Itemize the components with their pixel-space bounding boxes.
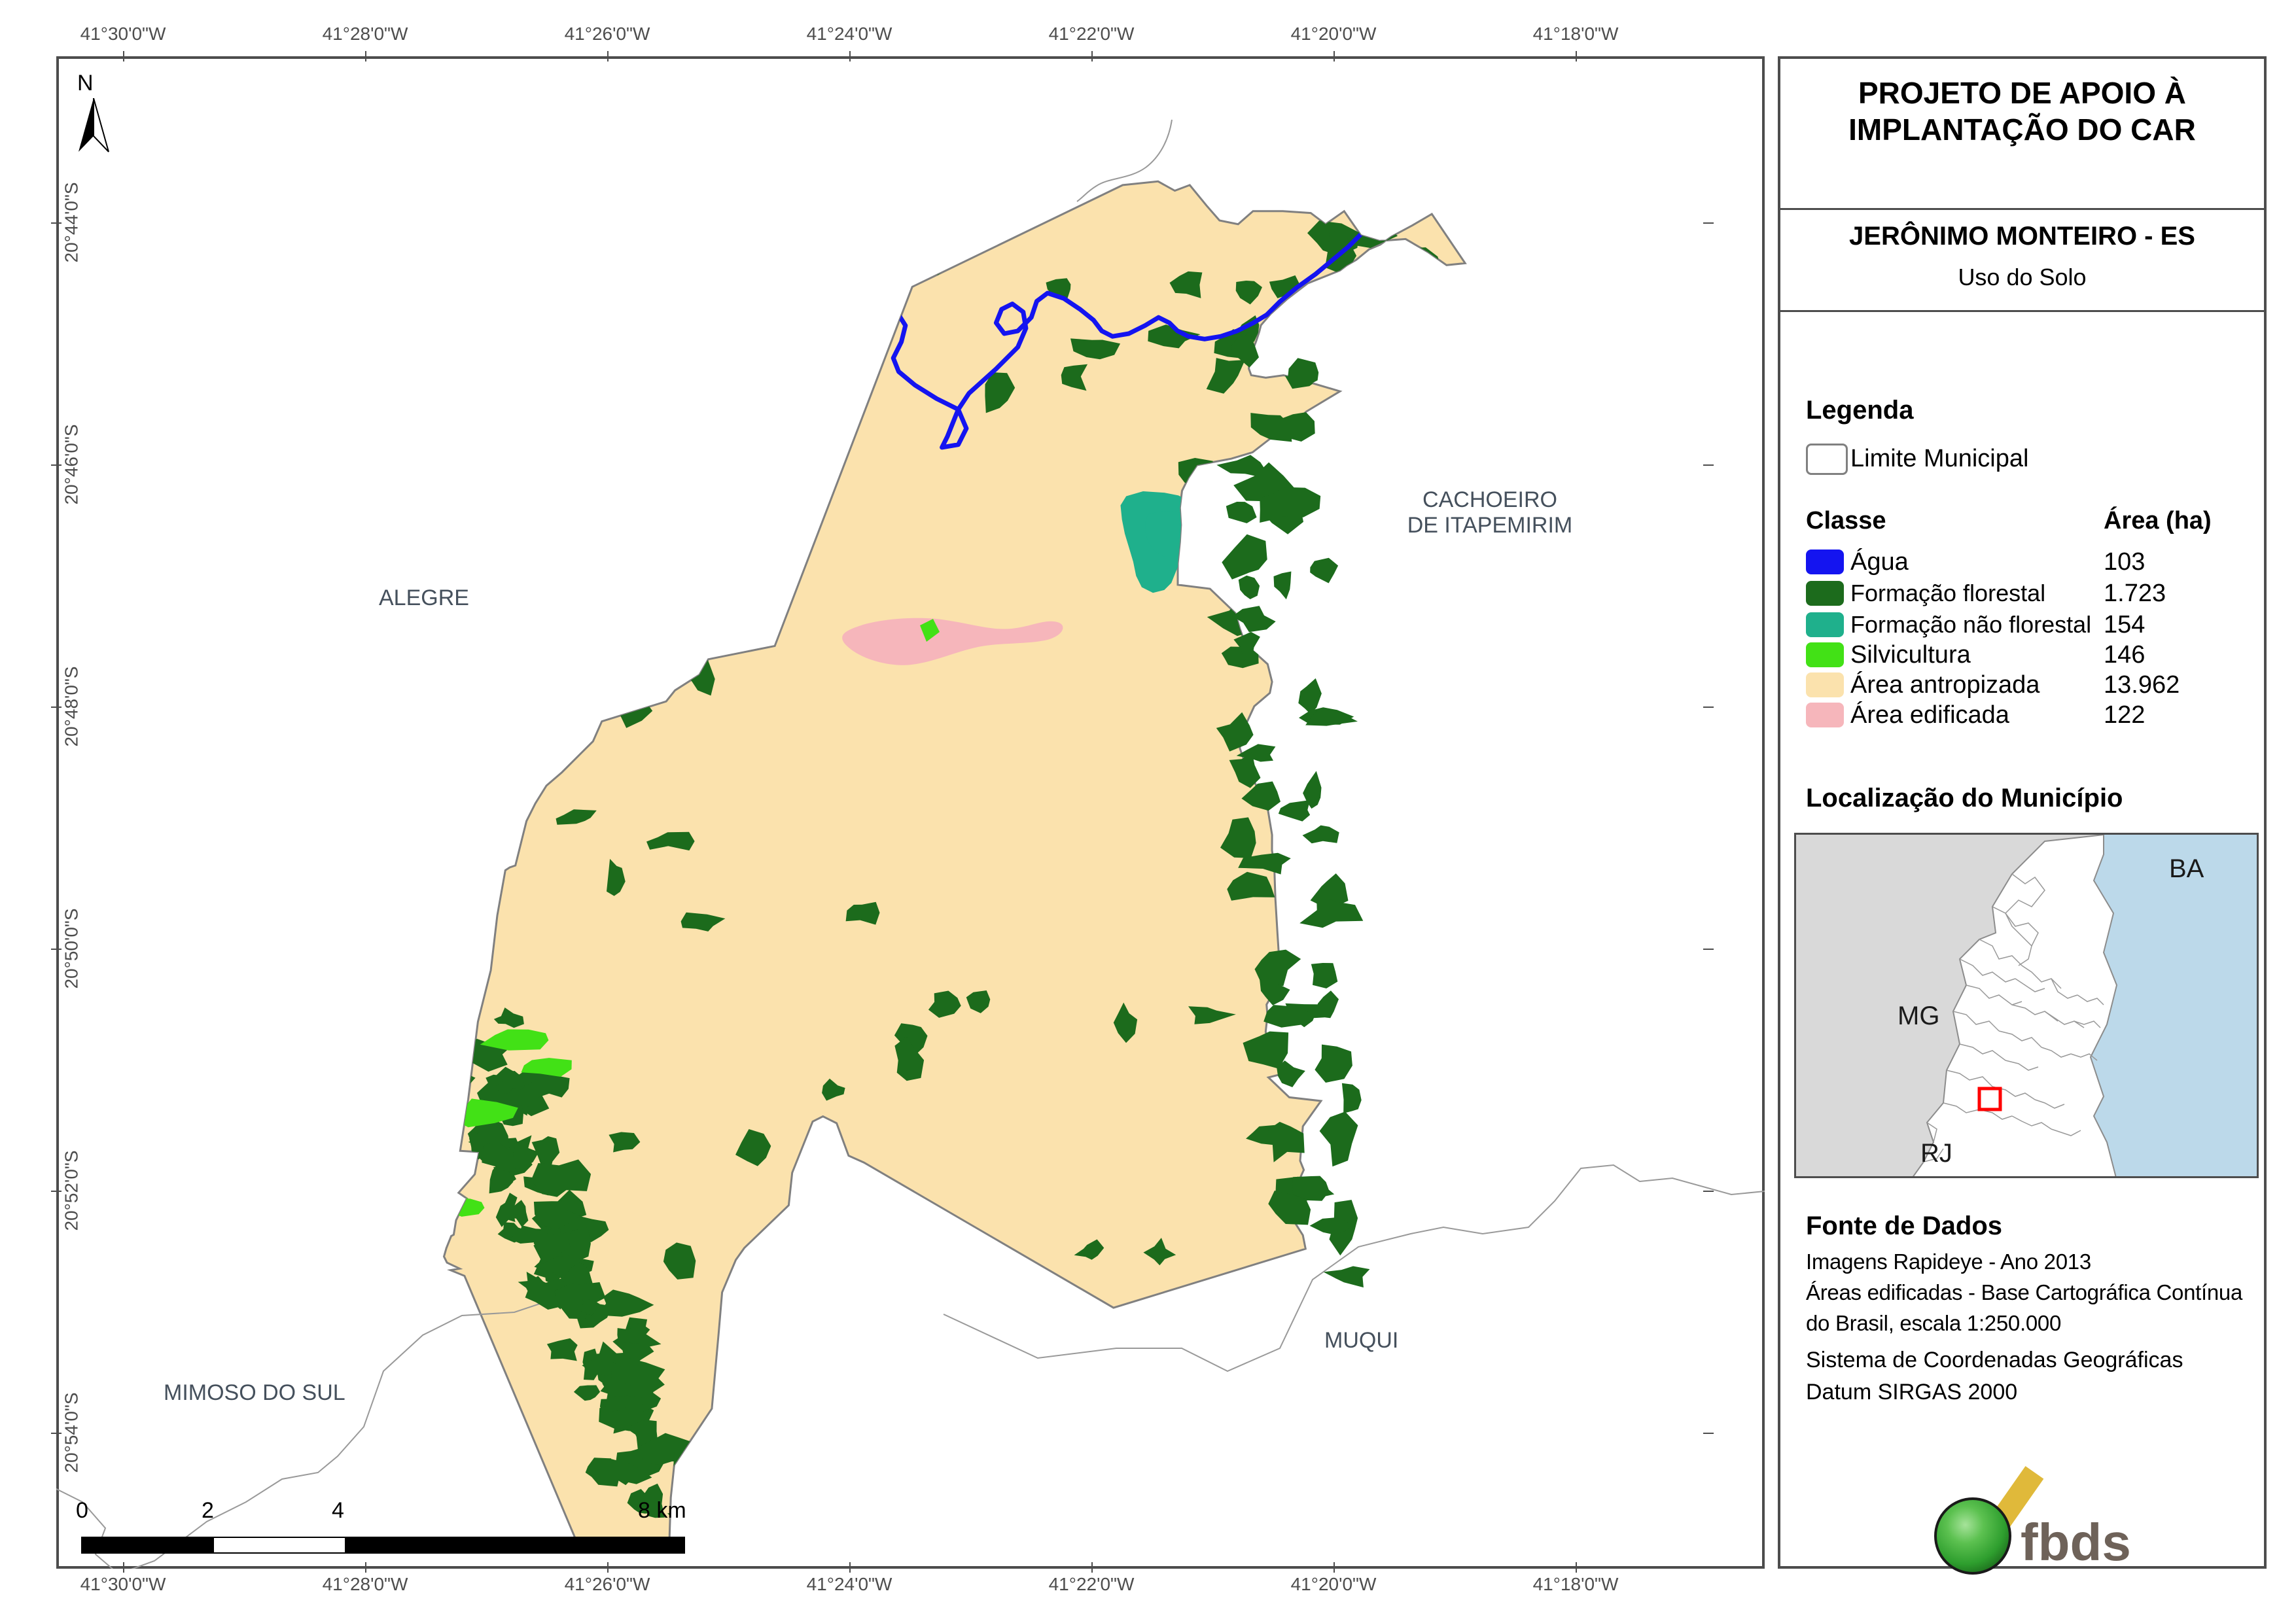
svg-text:MG: MG bbox=[1898, 1002, 1939, 1030]
svg-text:BA: BA bbox=[2169, 854, 2204, 883]
svg-text:fbds: fbds bbox=[2021, 1513, 2131, 1571]
svg-text:RJ: RJ bbox=[1920, 1139, 1952, 1168]
